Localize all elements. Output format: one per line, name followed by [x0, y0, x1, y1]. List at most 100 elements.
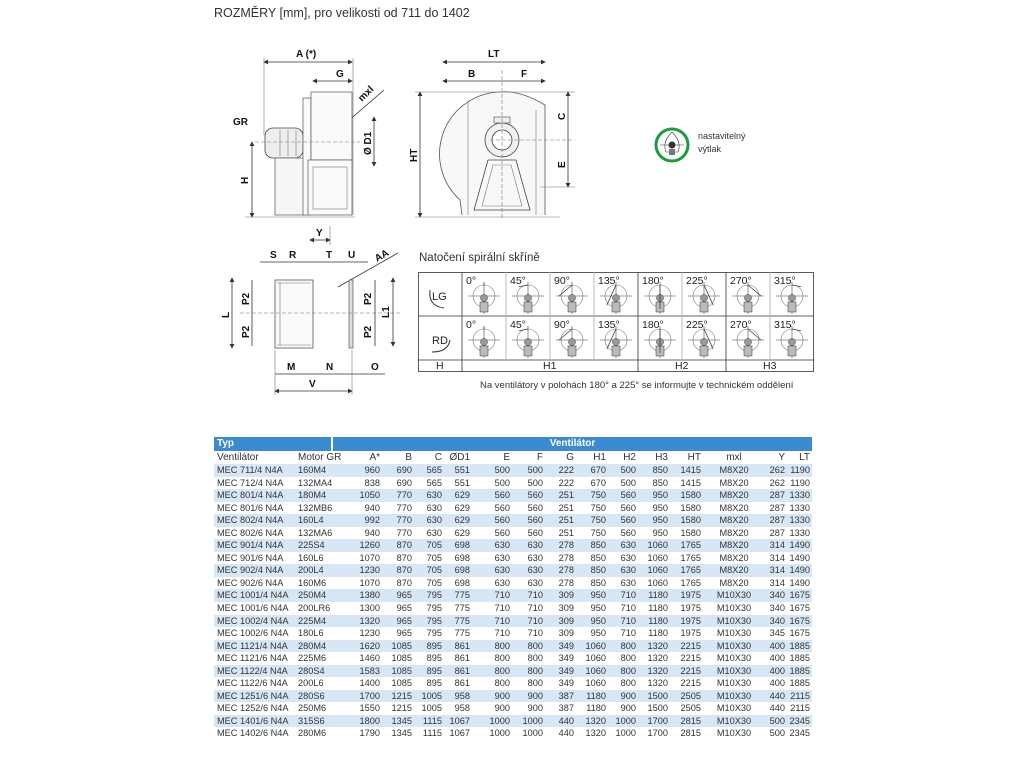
rotation-note: Na ventilátory v polohách 180° a 225° se…: [480, 380, 794, 391]
table-cell: 440: [558, 715, 574, 726]
table-row: MEC 711/4 N4A 160M4 960 690 565 551 500 500 222 6…: [214, 464, 812, 477]
table-cell: 630: [426, 502, 442, 513]
table-cell: 670: [590, 465, 606, 475]
table-cell: M8X20: [719, 477, 749, 488]
table-cell: 710: [494, 603, 510, 614]
table-cell: 200L6: [298, 678, 324, 689]
table-cell: 630: [620, 565, 636, 576]
angle-label: 135°: [598, 275, 620, 287]
table-cell: 1180: [648, 615, 668, 626]
label-gr: GR: [233, 117, 249, 128]
column-header: H2: [623, 452, 636, 463]
table-cell: 440: [769, 703, 785, 714]
table-cell: 262: [769, 477, 785, 488]
table-cell: 400: [769, 678, 785, 689]
table-cell: 950: [590, 603, 606, 614]
table-cell: 1060: [585, 665, 606, 676]
label-f: F: [521, 69, 527, 80]
table-cell: 315S6: [298, 715, 325, 726]
table-cell: 1000: [522, 728, 543, 739]
table-cell: 345: [769, 628, 785, 639]
table-cell: 960: [364, 465, 380, 475]
table-cell: 287: [769, 502, 785, 513]
flange-drawing: Y S R T U AA L P2 P2 P2 P2 L1 M N: [221, 226, 400, 395]
table-cell: 800: [527, 653, 543, 664]
table-cell: 560: [494, 527, 510, 538]
angle-label: 180°: [642, 275, 664, 287]
table-cell: 1885: [789, 640, 810, 651]
table-cell: 1380: [359, 590, 380, 601]
table-cell: 1580: [680, 515, 701, 526]
table-cell: 630: [426, 490, 442, 501]
table-cell: 705: [426, 565, 442, 576]
table-cell: 309: [558, 628, 574, 639]
table-cell: 838: [364, 477, 380, 488]
table-cell: 800: [620, 678, 636, 689]
table-cell: 1975: [680, 615, 701, 626]
fan-orientation-icon: [688, 326, 720, 358]
table-cell: 1005: [421, 703, 442, 714]
table-cell: 340: [769, 615, 785, 626]
table-cell: 895: [426, 678, 442, 689]
table-cell: 560: [620, 527, 636, 538]
table-cell: 1320: [585, 715, 606, 726]
table-cell: 1190: [790, 477, 810, 488]
angle-label: 45°: [510, 275, 526, 287]
table-cell: 500: [769, 715, 785, 726]
column-header: HT: [687, 452, 701, 463]
table-cell: 1975: [680, 628, 701, 639]
adjustable-outlet-label: nastavitelný výtlak: [698, 130, 746, 156]
table-row: MEC 1121/4 N4A 280M4 1620 1085 895 861 800 800 3…: [214, 639, 812, 653]
fan-orientation-icon: [644, 326, 676, 358]
table-cell: 349: [558, 640, 574, 651]
table-cell: 861: [454, 640, 470, 651]
table-cell: 280M4: [298, 640, 327, 651]
table-cell: 800: [494, 640, 510, 651]
table-cell: 280S4: [298, 665, 325, 676]
table-cell: 278: [558, 552, 574, 563]
page-title: ROZMĚRY [mm], pro velikosti od 711 do 14…: [214, 6, 470, 20]
table-cell: 1230: [359, 628, 380, 639]
table-cell: 630: [620, 540, 636, 551]
table-cell: 1115: [422, 715, 442, 726]
table-cell: 560: [620, 490, 636, 501]
table-cell: 1180: [648, 590, 668, 601]
label-b: B: [468, 69, 475, 80]
table-cell: 278: [558, 577, 574, 588]
table-cell: 1765: [680, 540, 701, 551]
table-cell: 500: [620, 465, 636, 475]
table-cell: 1320: [585, 728, 606, 739]
table-cell: M10X30: [716, 703, 752, 714]
side-view-drawing: A (*) G mxl GR Ø D1 H: [233, 49, 385, 218]
table-cell: M10X30: [716, 728, 752, 739]
fan-orientation-icon: [468, 326, 500, 358]
fan-orientation-icon: [776, 326, 808, 358]
table-cell: MEC 1402/6 N4A: [217, 728, 289, 739]
table-cell: 340: [769, 590, 785, 601]
adjustable-outlet-icon: [654, 127, 690, 163]
table-cell: 500: [769, 728, 785, 739]
height-group-label: H1: [543, 360, 557, 372]
table-cell: 1320: [647, 665, 668, 676]
rotation-arrow-icon: [429, 289, 445, 309]
table-cell: 1675: [789, 603, 810, 614]
fan-orientation-icon: [512, 282, 544, 314]
table-cell: 1060: [647, 577, 668, 588]
table-cell: 1415: [680, 477, 701, 488]
table-cell: 309: [558, 590, 574, 601]
label-u: U: [348, 250, 355, 261]
table-cell: 1490: [789, 577, 810, 588]
table-cell: 770: [396, 502, 412, 513]
table-cell: 775: [454, 603, 470, 614]
table-cell: 850: [590, 577, 606, 588]
table-cell: 2505: [680, 690, 701, 701]
table-cell: 222: [558, 465, 574, 475]
table-cell: 770: [396, 527, 412, 538]
table-cell: 1790: [359, 728, 380, 739]
table-cell: 400: [769, 665, 785, 676]
table-cell: 950: [590, 628, 606, 639]
table-row: MEC 802/4 N4A 160L4 992 770 630 629 560 560 251 7…: [214, 514, 812, 527]
table-cell: 2345: [789, 728, 810, 739]
table-cell: 1060: [647, 552, 668, 563]
table-cell: 1070: [359, 552, 380, 563]
